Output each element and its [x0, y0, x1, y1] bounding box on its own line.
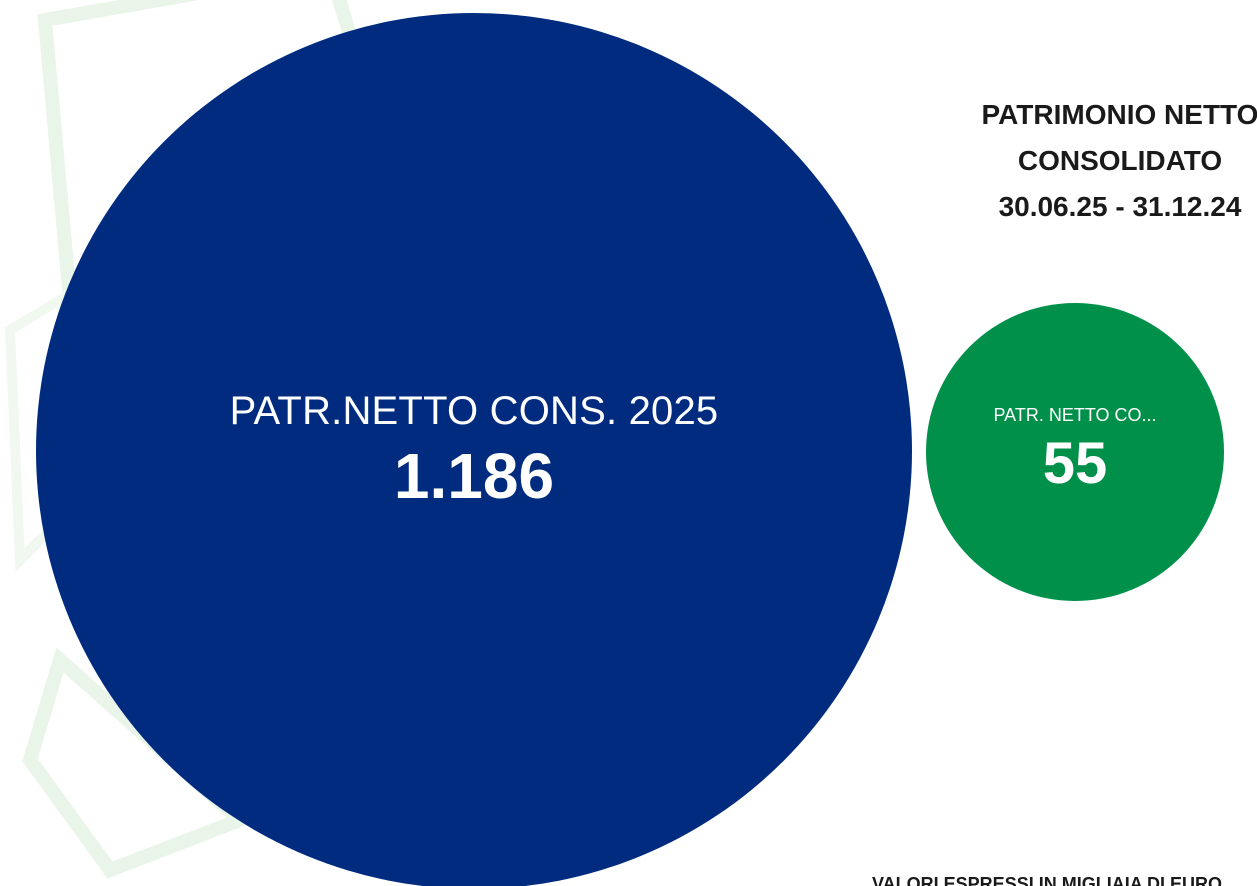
chart-footnote: VALORI ESPRESSI IN MIGLIAIA DI EURO	[872, 874, 1223, 886]
bubble-value: 55	[1042, 431, 1108, 496]
chart-title-line: CONSOLIDATO	[1017, 145, 1223, 176]
bubble-patr-netto-2024: PATR. NETTO CO... 55	[926, 303, 1224, 601]
bubble-patr-netto-2025: PATR.NETTO CONS. 2025 1.186	[36, 13, 912, 886]
chart-title-line: 30.06.25 - 31.12.24	[998, 191, 1242, 222]
chart-title-line: PATRIMONIO NETTO	[981, 99, 1257, 130]
chart-title: PATRIMONIO NETTO CONSOLIDATO 30.06.25 - …	[910, 92, 1257, 230]
bubble-label: PATR. NETTO CO...	[993, 405, 1157, 426]
bubble-label: PATR.NETTO CONS. 2025	[229, 388, 719, 433]
bubble-value: 1.186	[393, 439, 555, 512]
